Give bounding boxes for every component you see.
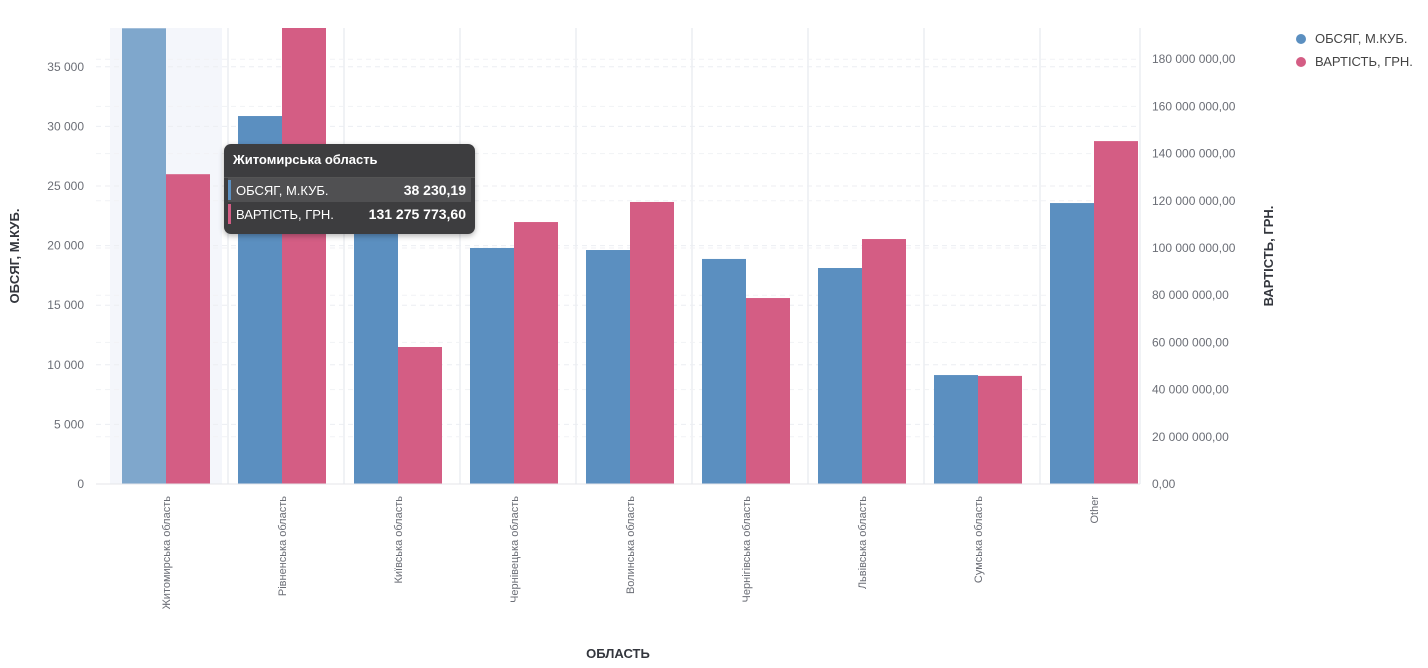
legend: ОБСЯГ, М.КУБ. ВАРТІСТЬ, ГРН. (1296, 27, 1413, 73)
tooltip-value: 131 275 773,60 (368, 206, 466, 222)
x-tick-label: Чернігівська область (741, 496, 753, 603)
x-tick-label: Other (1089, 496, 1101, 524)
y-tick-label: 30 000 (47, 119, 84, 133)
tooltip-label: ВАРТІСТЬ, ГРН. (236, 206, 334, 222)
y-tick-label: 10 000 (47, 358, 84, 372)
x-tick-label: Чернівецька область (509, 496, 521, 603)
y-axis-title: ОБСЯГ, М.КУБ. (7, 209, 22, 304)
tooltip-value: 38 230,19 (403, 182, 466, 198)
y2-tick-label: 60 000 000,00 (1152, 335, 1229, 349)
legend-dot-icon (1296, 33, 1306, 44)
bar-cost (1094, 141, 1138, 485)
bar-cost (166, 174, 210, 484)
bar-cost (862, 239, 906, 484)
y-tick-label: 20 000 (47, 239, 84, 253)
y2-tick-label: 100 000 000,00 (1152, 241, 1236, 255)
x-tick-label: Житомирська область (161, 496, 173, 610)
bar-volume (354, 227, 398, 484)
bar-volume (934, 375, 978, 484)
x-tick-label: Волинська область (625, 496, 637, 594)
bar-volume (470, 247, 514, 484)
y2-tick-label: 180 000 000,00 (1152, 52, 1236, 66)
y2-tick-label: 80 000 000,00 (1152, 288, 1229, 302)
x-tick-label: Сумська область (973, 496, 985, 583)
tooltip-row-cost: ВАРТІСТЬ, ГРН. 131 275 773,60 (228, 202, 471, 226)
legend-item-volume[interactable]: ОБСЯГ, М.КУБ. (1296, 27, 1413, 50)
y-tick-label: 5 000 (54, 417, 84, 431)
legend-item-cost[interactable]: ВАРТІСТЬ, ГРН. (1296, 50, 1413, 73)
x-tick-label: Рівненська область (277, 496, 289, 596)
y2-tick-label: 120 000 000,00 (1152, 194, 1236, 208)
legend-label: ВАРТІСТЬ, ГРН. (1315, 54, 1413, 69)
bar-volume (122, 28, 166, 484)
y2-axis-title: ВАРТІСТЬ, ГРН. (1261, 206, 1276, 307)
legend-label: ОБСЯГ, М.КУБ. (1315, 31, 1408, 46)
bar-cost (978, 375, 1022, 484)
x-axis-title: ОБЛАСТЬ (586, 646, 650, 661)
y2-tick-label: 0,00 (1152, 477, 1176, 491)
y2-tick-label: 40 000 000,00 (1152, 383, 1229, 397)
y-tick-label: 25 000 (47, 179, 84, 193)
bar-volume (586, 250, 630, 484)
bar-cost (630, 201, 674, 485)
y2-tick-label: 160 000 000,00 (1152, 99, 1236, 113)
series-color-marker (228, 204, 231, 224)
tooltip-row-volume: ОБСЯГ, М.КУБ. 38 230,19 (228, 178, 471, 202)
y-tick-label: 0 (77, 477, 84, 491)
bar-cost (282, 28, 326, 484)
tooltip-title: Житомирська область (224, 144, 475, 178)
bar-volume (1050, 203, 1094, 484)
tooltip-label: ОБСЯГ, М.КУБ. (236, 182, 329, 198)
y2-tick-label: 140 000 000,00 (1152, 147, 1236, 161)
bar-cost (746, 298, 790, 484)
x-tick-label: Львівська область (857, 496, 869, 589)
y-tick-label: 15 000 (47, 298, 84, 312)
bar-cost (398, 347, 442, 484)
y-tick-label: 35 000 (47, 60, 84, 74)
y2-tick-label: 20 000 000,00 (1152, 430, 1229, 444)
x-tick-label: Київська область (393, 496, 405, 584)
legend-dot-icon (1296, 56, 1306, 67)
bar-volume (702, 258, 746, 484)
series-color-marker (228, 180, 231, 200)
tooltip: Житомирська область ОБСЯГ, М.КУБ. 38 230… (224, 144, 475, 234)
bar-volume (818, 268, 862, 484)
bar-cost (514, 222, 558, 485)
